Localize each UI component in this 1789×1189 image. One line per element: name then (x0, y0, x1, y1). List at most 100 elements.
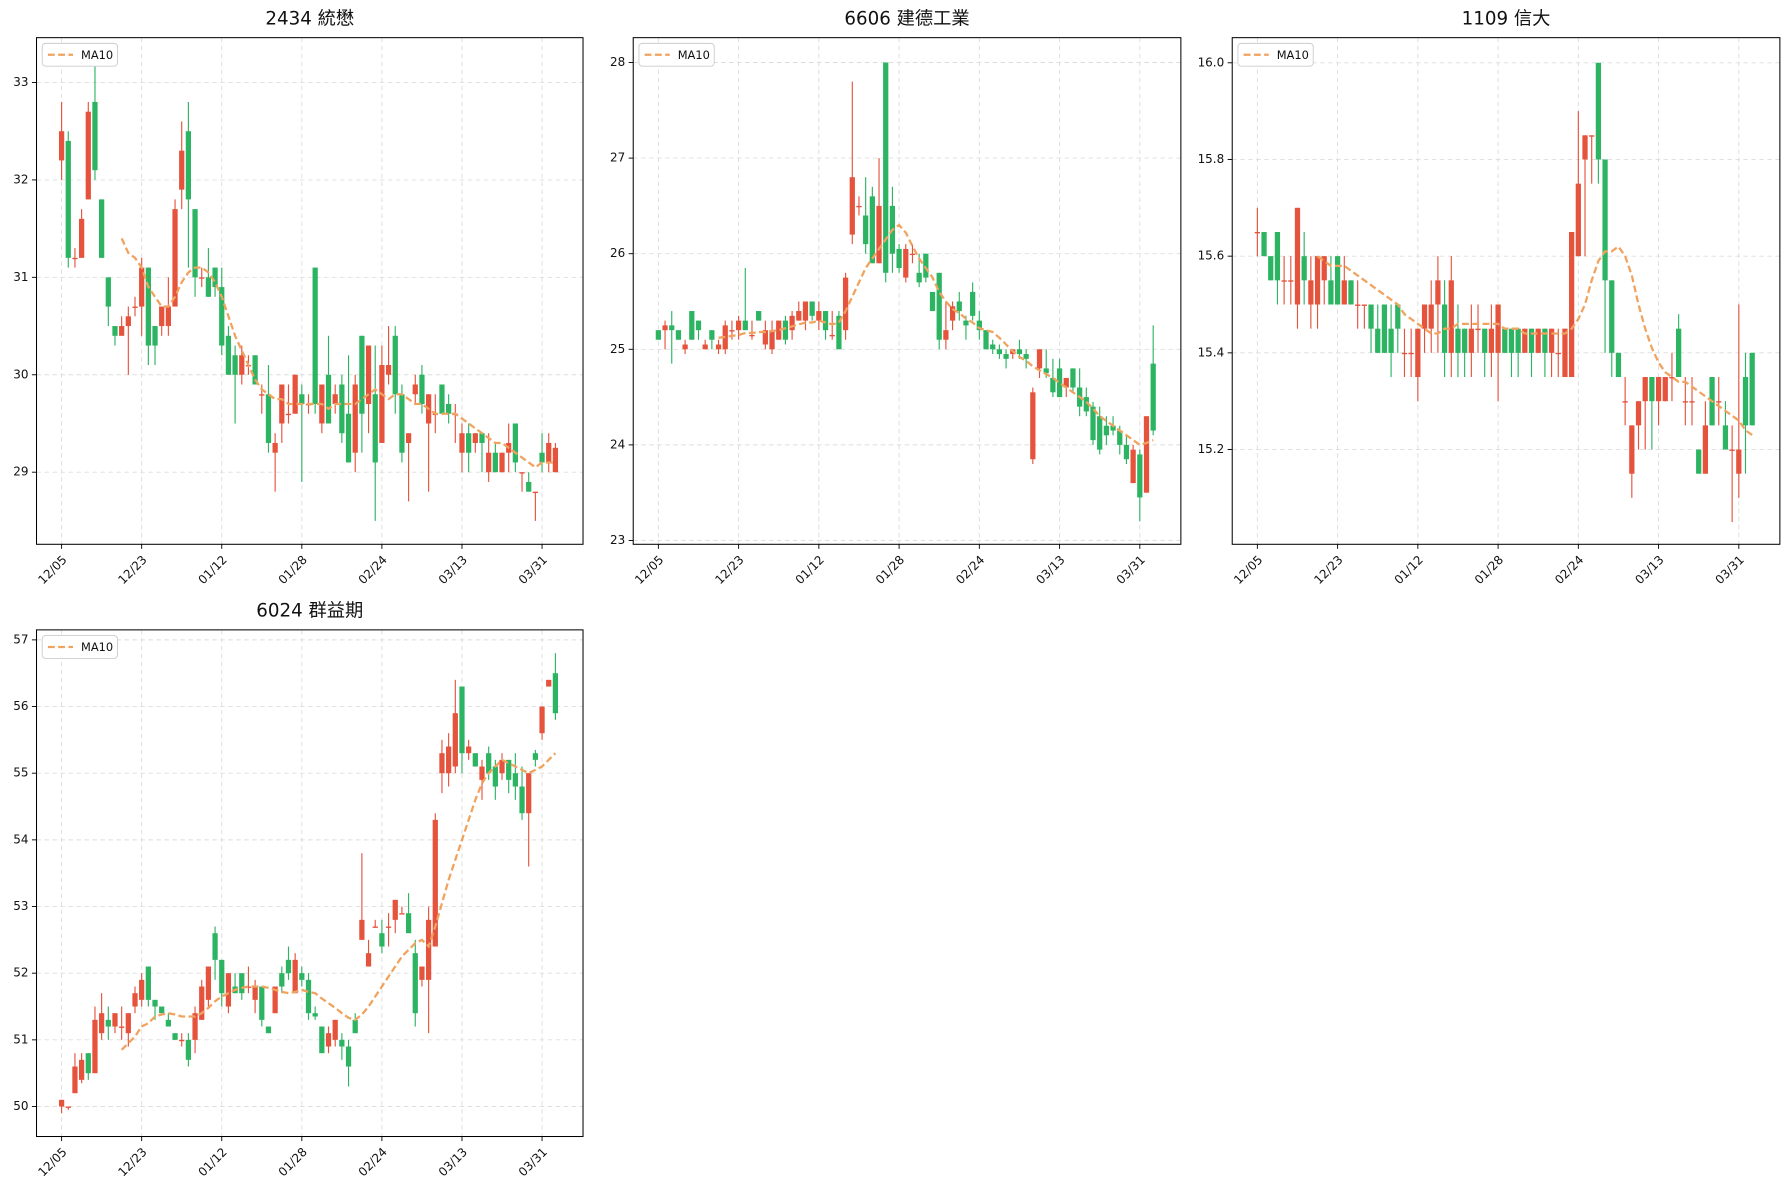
candle-body (1063, 377, 1069, 388)
candle-body (466, 746, 472, 754)
candle-body (1294, 207, 1301, 305)
candle-body (532, 753, 539, 760)
ma-line (718, 223, 1154, 447)
plot-frame (1231, 37, 1781, 545)
candle-body (526, 773, 532, 814)
candle-body (1696, 449, 1702, 474)
candle-body (392, 335, 398, 395)
candle-body (539, 452, 545, 463)
candle-body (1562, 328, 1568, 378)
candle-body (99, 199, 105, 258)
candle-body (1609, 280, 1615, 353)
candle-body (769, 330, 775, 350)
candle-body (58, 131, 65, 161)
candle-body (365, 953, 372, 967)
candle-body (412, 384, 418, 395)
candle-body (345, 413, 352, 463)
candle-body (112, 1013, 118, 1027)
candle-body (85, 111, 91, 200)
candle-body (78, 218, 85, 258)
candle-body (675, 330, 682, 340)
x-tick-label: 03/31 (1713, 553, 1747, 587)
candle-body (546, 442, 552, 463)
candle-body (412, 953, 418, 1014)
candle-body (1123, 444, 1130, 460)
candle-body (1268, 256, 1274, 281)
candle-body (909, 253, 916, 256)
legend-label: MA10 (81, 48, 113, 62)
y-tick-label: 15.8 (1198, 152, 1225, 166)
candle-body (179, 150, 185, 190)
candle-body (225, 973, 232, 1007)
candle-body (689, 311, 695, 340)
candle-body (512, 423, 518, 463)
candle-body (125, 316, 131, 327)
candle-body (1595, 62, 1602, 160)
candle-body (119, 1026, 125, 1028)
candle-body (552, 447, 559, 473)
x-tick-label: 02/24 (953, 553, 987, 587)
candle-body (1110, 425, 1116, 431)
candle-body (212, 933, 218, 960)
chart-title: 2434 統懋 (265, 8, 354, 29)
x-tick-label: 03/13 (436, 553, 470, 587)
candle-body (1435, 280, 1441, 305)
candle-body (1736, 449, 1742, 474)
y-tick-label: 29 (13, 465, 28, 479)
y-tick-label: 28 (610, 55, 625, 69)
candle-body (232, 355, 238, 375)
x-tick-label: 03/31 (516, 1145, 550, 1179)
candle-body (742, 320, 748, 331)
candle-body (512, 773, 518, 787)
candle-body (372, 394, 378, 463)
candle-body (539, 706, 545, 734)
candle-body (325, 1033, 332, 1047)
candle-body (219, 287, 225, 346)
candle-body (1649, 377, 1655, 402)
candle-body (499, 759, 505, 774)
candle-body (756, 311, 762, 321)
candle-body (252, 986, 258, 1000)
candle-body (1468, 328, 1474, 353)
plot-frame (632, 37, 1182, 545)
candle-body (365, 345, 372, 404)
candle-body (1308, 280, 1314, 305)
candle-body (816, 311, 822, 321)
candle-body (532, 491, 539, 494)
x-tick-label: 01/28 (1472, 553, 1506, 587)
candle-body (292, 959, 298, 994)
candle-body (655, 330, 661, 340)
candle-body (1722, 425, 1729, 450)
candle-body (259, 986, 265, 1020)
candle-body (1716, 401, 1722, 403)
candle-body (379, 365, 385, 443)
candle-body (936, 272, 942, 340)
candle-body (352, 384, 358, 453)
candle-body (876, 205, 882, 264)
candle-body (239, 355, 245, 375)
candle-body (1415, 328, 1421, 378)
candle-body (1502, 328, 1508, 353)
candle-body (359, 335, 365, 414)
candle-body (285, 959, 292, 974)
candle-body (1090, 406, 1096, 441)
candle-body (1548, 328, 1555, 353)
candle-body (1334, 256, 1341, 305)
y-tick-label: 15.2 (1198, 442, 1225, 456)
candle-body (352, 1019, 358, 1034)
candle-body (212, 267, 218, 288)
legend-box (41, 42, 118, 67)
y-tick-label: 31 (13, 270, 28, 284)
ma-line (1316, 244, 1753, 436)
candle-body (695, 320, 702, 331)
candle-body (949, 306, 956, 321)
candle-body (709, 330, 715, 340)
candle-body (385, 365, 392, 375)
candle-body (499, 452, 505, 473)
candle-body (279, 384, 285, 424)
candle-body (265, 1026, 272, 1034)
candle-body (1328, 280, 1334, 305)
candle-body (165, 306, 171, 327)
x-tick-label: 12/23 (1311, 553, 1345, 587)
candle-body (292, 374, 298, 414)
